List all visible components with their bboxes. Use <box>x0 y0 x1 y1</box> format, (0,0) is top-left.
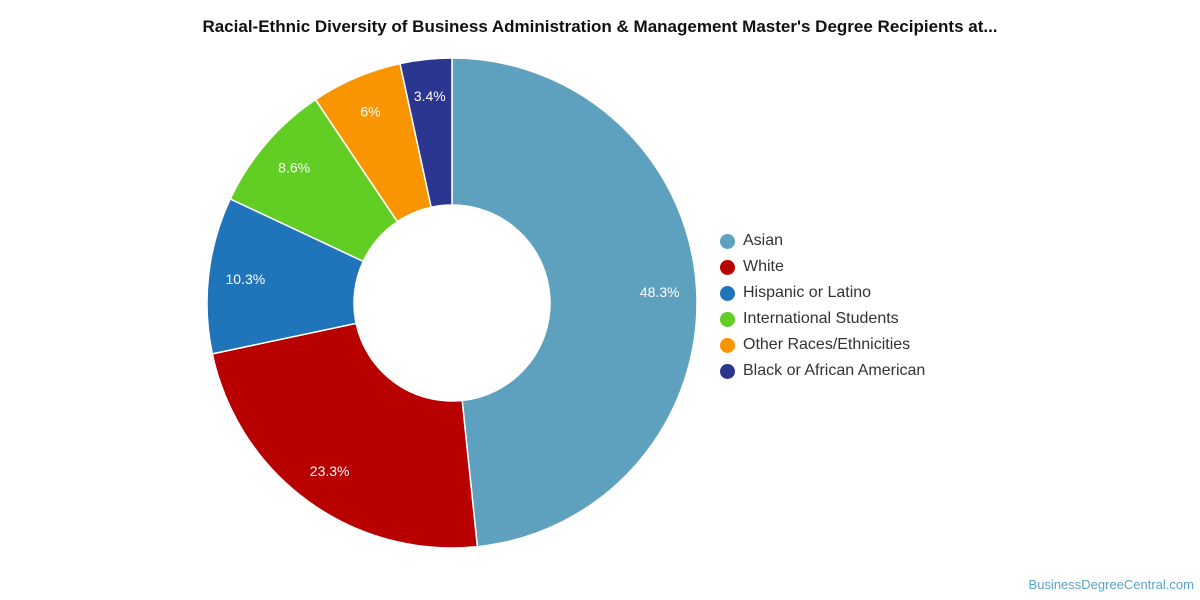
legend-swatch <box>720 337 735 353</box>
slice-label-hispanic-or-latino: 10.3% <box>226 271 266 287</box>
chart-legend: Asian White Hispanic or Latino Internationa… <box>720 228 925 384</box>
slice-asian[interactable] <box>451 57 698 548</box>
legend-item-hispanic-or-latino[interactable]: Hispanic or Latino <box>720 280 925 306</box>
slice-hispanic-or-latino[interactable] <box>206 197 365 355</box>
legend-item-other-races-ethnicities[interactable]: Other Races/Ethnicities <box>720 332 925 358</box>
legend-item-white[interactable]: White <box>720 254 925 280</box>
legend-swatch <box>720 363 735 379</box>
slice-label-other-races-ethnicities: 6% <box>360 104 380 120</box>
legend-label: Black or African American <box>743 362 926 379</box>
legend-label: White <box>743 258 784 275</box>
legend-item-international-students[interactable]: International Students <box>720 306 925 332</box>
legend-label: Asian <box>743 232 784 249</box>
source-credit[interactable]: BusinessDegreeCentral.com <box>1028 577 1194 592</box>
slice-white[interactable] <box>211 322 479 549</box>
legend-swatch <box>720 285 735 301</box>
slice-label-asian: 48.3% <box>640 284 680 300</box>
legend-item-black-or-african-american[interactable]: Black or African American <box>720 358 925 384</box>
slice-label-black-or-african-american: 3.4% <box>414 88 446 104</box>
slice-label-white: 23.3% <box>310 463 350 479</box>
legend-label: International Students <box>743 310 899 327</box>
legend-swatch <box>720 311 735 327</box>
chart-title: Racial-Ethnic Diversity of Business Admi… <box>202 17 998 36</box>
slice-black-or-african-american[interactable] <box>399 57 453 209</box>
slice-label-international-students: 8.6% <box>278 160 310 176</box>
legend-item-asian[interactable]: Asian <box>720 228 925 254</box>
legend-swatch <box>720 259 735 275</box>
legend-label: Other Races/Ethnicities <box>743 336 911 353</box>
legend-swatch <box>720 233 735 249</box>
legend-label: Hispanic or Latino <box>743 284 872 301</box>
